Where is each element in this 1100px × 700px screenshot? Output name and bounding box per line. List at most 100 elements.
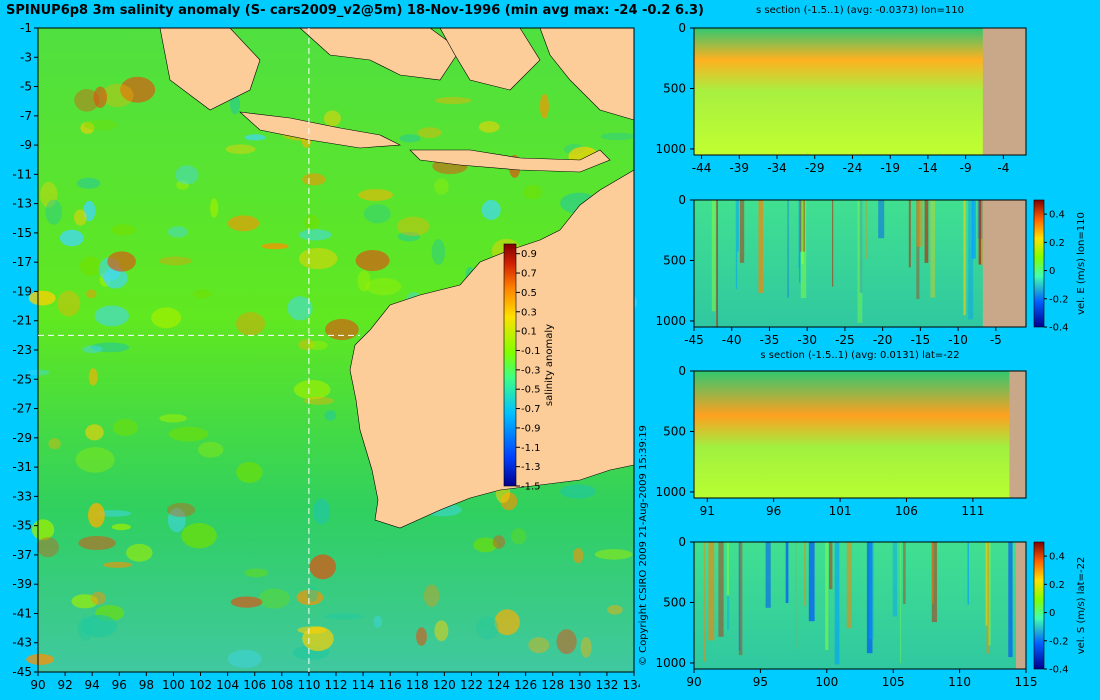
velocity-streak: [718, 542, 724, 637]
section-x-tick-label: 111: [961, 504, 984, 518]
section-y-tick-label: 0: [678, 21, 686, 35]
velocity-streak: [801, 200, 804, 265]
velocity-streak: [878, 200, 885, 239]
salinity-eddy: [325, 318, 359, 341]
salinity-eddy: [28, 290, 56, 306]
section-land: [1016, 542, 1026, 669]
map-x-tick-label: 92: [57, 678, 72, 692]
salinity-eddy: [90, 591, 106, 605]
map-y-tick-label: -33: [12, 489, 32, 503]
salinity-eddy: [74, 89, 100, 112]
salinity-eddy: [57, 290, 81, 317]
section-x-tick-label: -45: [684, 333, 704, 347]
map-x-tick-label: 106: [243, 678, 266, 692]
section-y-tick-label: 1000: [655, 142, 686, 156]
velocity-streak: [765, 542, 771, 608]
map-x-tick-label: 108: [270, 678, 293, 692]
section-y-tick-label: 500: [663, 595, 686, 609]
salinity-eddy: [111, 523, 131, 531]
velocity-streak: [703, 542, 705, 662]
section-field: [694, 371, 1026, 498]
velocity-colorbar: [1033, 541, 1045, 670]
colorbar-tick-label: -0.5: [521, 385, 541, 396]
panel3-title: s section (-1.5..1) (avg: 0.0131) lat=-2…: [760, 350, 960, 361]
salinity-eddy: [198, 441, 224, 458]
salinity-eddy: [364, 204, 391, 224]
colorbar-tick-label: -1.3: [521, 462, 541, 473]
salinity-eddy: [181, 523, 217, 549]
velocity-streak: [846, 542, 852, 629]
salinity-eddy: [298, 339, 315, 350]
australia-landmass: [349, 169, 635, 529]
salinity-eddy: [580, 636, 592, 658]
salinity-eddy: [102, 561, 133, 568]
salinity-eddy: [431, 239, 446, 265]
salinity-eddy: [85, 424, 104, 441]
salinity-eddy: [96, 510, 132, 517]
map-y-tick-label: -21: [12, 314, 32, 328]
section-y-tick-label: 0: [678, 364, 686, 378]
salinity-eddy: [82, 345, 103, 354]
velocity-colorbar-tick-label: -0.2: [1049, 294, 1069, 305]
salinity-eddy: [293, 380, 331, 400]
section-y-tick-label: 500: [663, 253, 686, 267]
map-y-tick-label: -25: [12, 372, 32, 386]
map-x-tick-label: 128: [541, 678, 564, 692]
velocity-streak: [726, 542, 730, 596]
velocity-streak: [787, 200, 789, 298]
velocity-streak: [971, 200, 976, 259]
velocity-streak: [978, 200, 982, 265]
map-y-tick-label: -23: [12, 343, 32, 357]
salinity-eddy: [244, 568, 269, 578]
salinity-eddy: [126, 543, 153, 562]
salinity-eddy: [26, 653, 55, 665]
salinity-eddy: [244, 134, 266, 141]
colorbar-tick-label: 0.1: [521, 327, 537, 338]
velocity-streak: [758, 200, 763, 293]
salinity-eddy: [31, 519, 55, 541]
section-x-tick-label: 105: [882, 675, 905, 689]
salinity-eddy: [59, 229, 84, 247]
colorbar-tick-label: -0.9: [521, 423, 541, 434]
section-x-tick-label: 91: [700, 504, 715, 518]
section-panel-3: 91 96 101 106 111 0 500 1000: [655, 364, 1027, 518]
salinity-eddy: [309, 554, 336, 580]
velocity-streak: [738, 542, 743, 656]
velocity-streak: [711, 200, 716, 312]
salinity-eddy: [573, 547, 584, 564]
map-x-tick-label: 96: [112, 678, 127, 692]
section-x-tick-label: -34: [767, 161, 787, 175]
salinity-eddy: [556, 629, 577, 655]
section-x-tick-label: -40: [722, 333, 742, 347]
velocity-streak: [987, 542, 991, 646]
map-x-tick-label: 126: [514, 678, 537, 692]
section-x-tick-label: -44: [692, 161, 712, 175]
colorbar-tick-label: -1.5: [521, 482, 541, 493]
salinity-eddy: [298, 229, 332, 241]
velocity-colorbar: [1033, 199, 1045, 328]
salinity-eddy: [74, 209, 87, 226]
velocity-streak: [859, 200, 863, 293]
section-x-tick-label: -30: [797, 333, 817, 347]
velocity-colorbar-tick-label: 0: [1049, 266, 1055, 277]
map-y-ticks: -1 -3 -5 -7 -9 -11 -13 -15 -17 -19 -21 -23 -25 -27 -29…: [12, 21, 38, 679]
salinity-eddy: [83, 200, 96, 222]
salinity-eddy: [523, 185, 543, 200]
salinity-eddy: [478, 121, 500, 133]
velocity-streak: [916, 200, 923, 247]
velocity-streak: [908, 200, 911, 268]
velocity-streak: [916, 200, 920, 299]
salinity-eddy: [107, 251, 136, 272]
velocity-streak: [832, 200, 834, 287]
map-x-tick-label: 118: [406, 678, 429, 692]
salinity-eddy: [560, 484, 596, 499]
salinity-eddy: [83, 119, 118, 131]
section-field: [694, 28, 1026, 155]
map-x-tick-label: 134: [623, 678, 640, 692]
velocity-streak: [799, 200, 801, 283]
section-x-tick-label: -39: [729, 161, 749, 175]
velocity-colorbar-tick-label: -0.4: [1049, 323, 1069, 334]
velocity-streak: [930, 200, 936, 298]
salinity-eddy: [299, 248, 338, 270]
